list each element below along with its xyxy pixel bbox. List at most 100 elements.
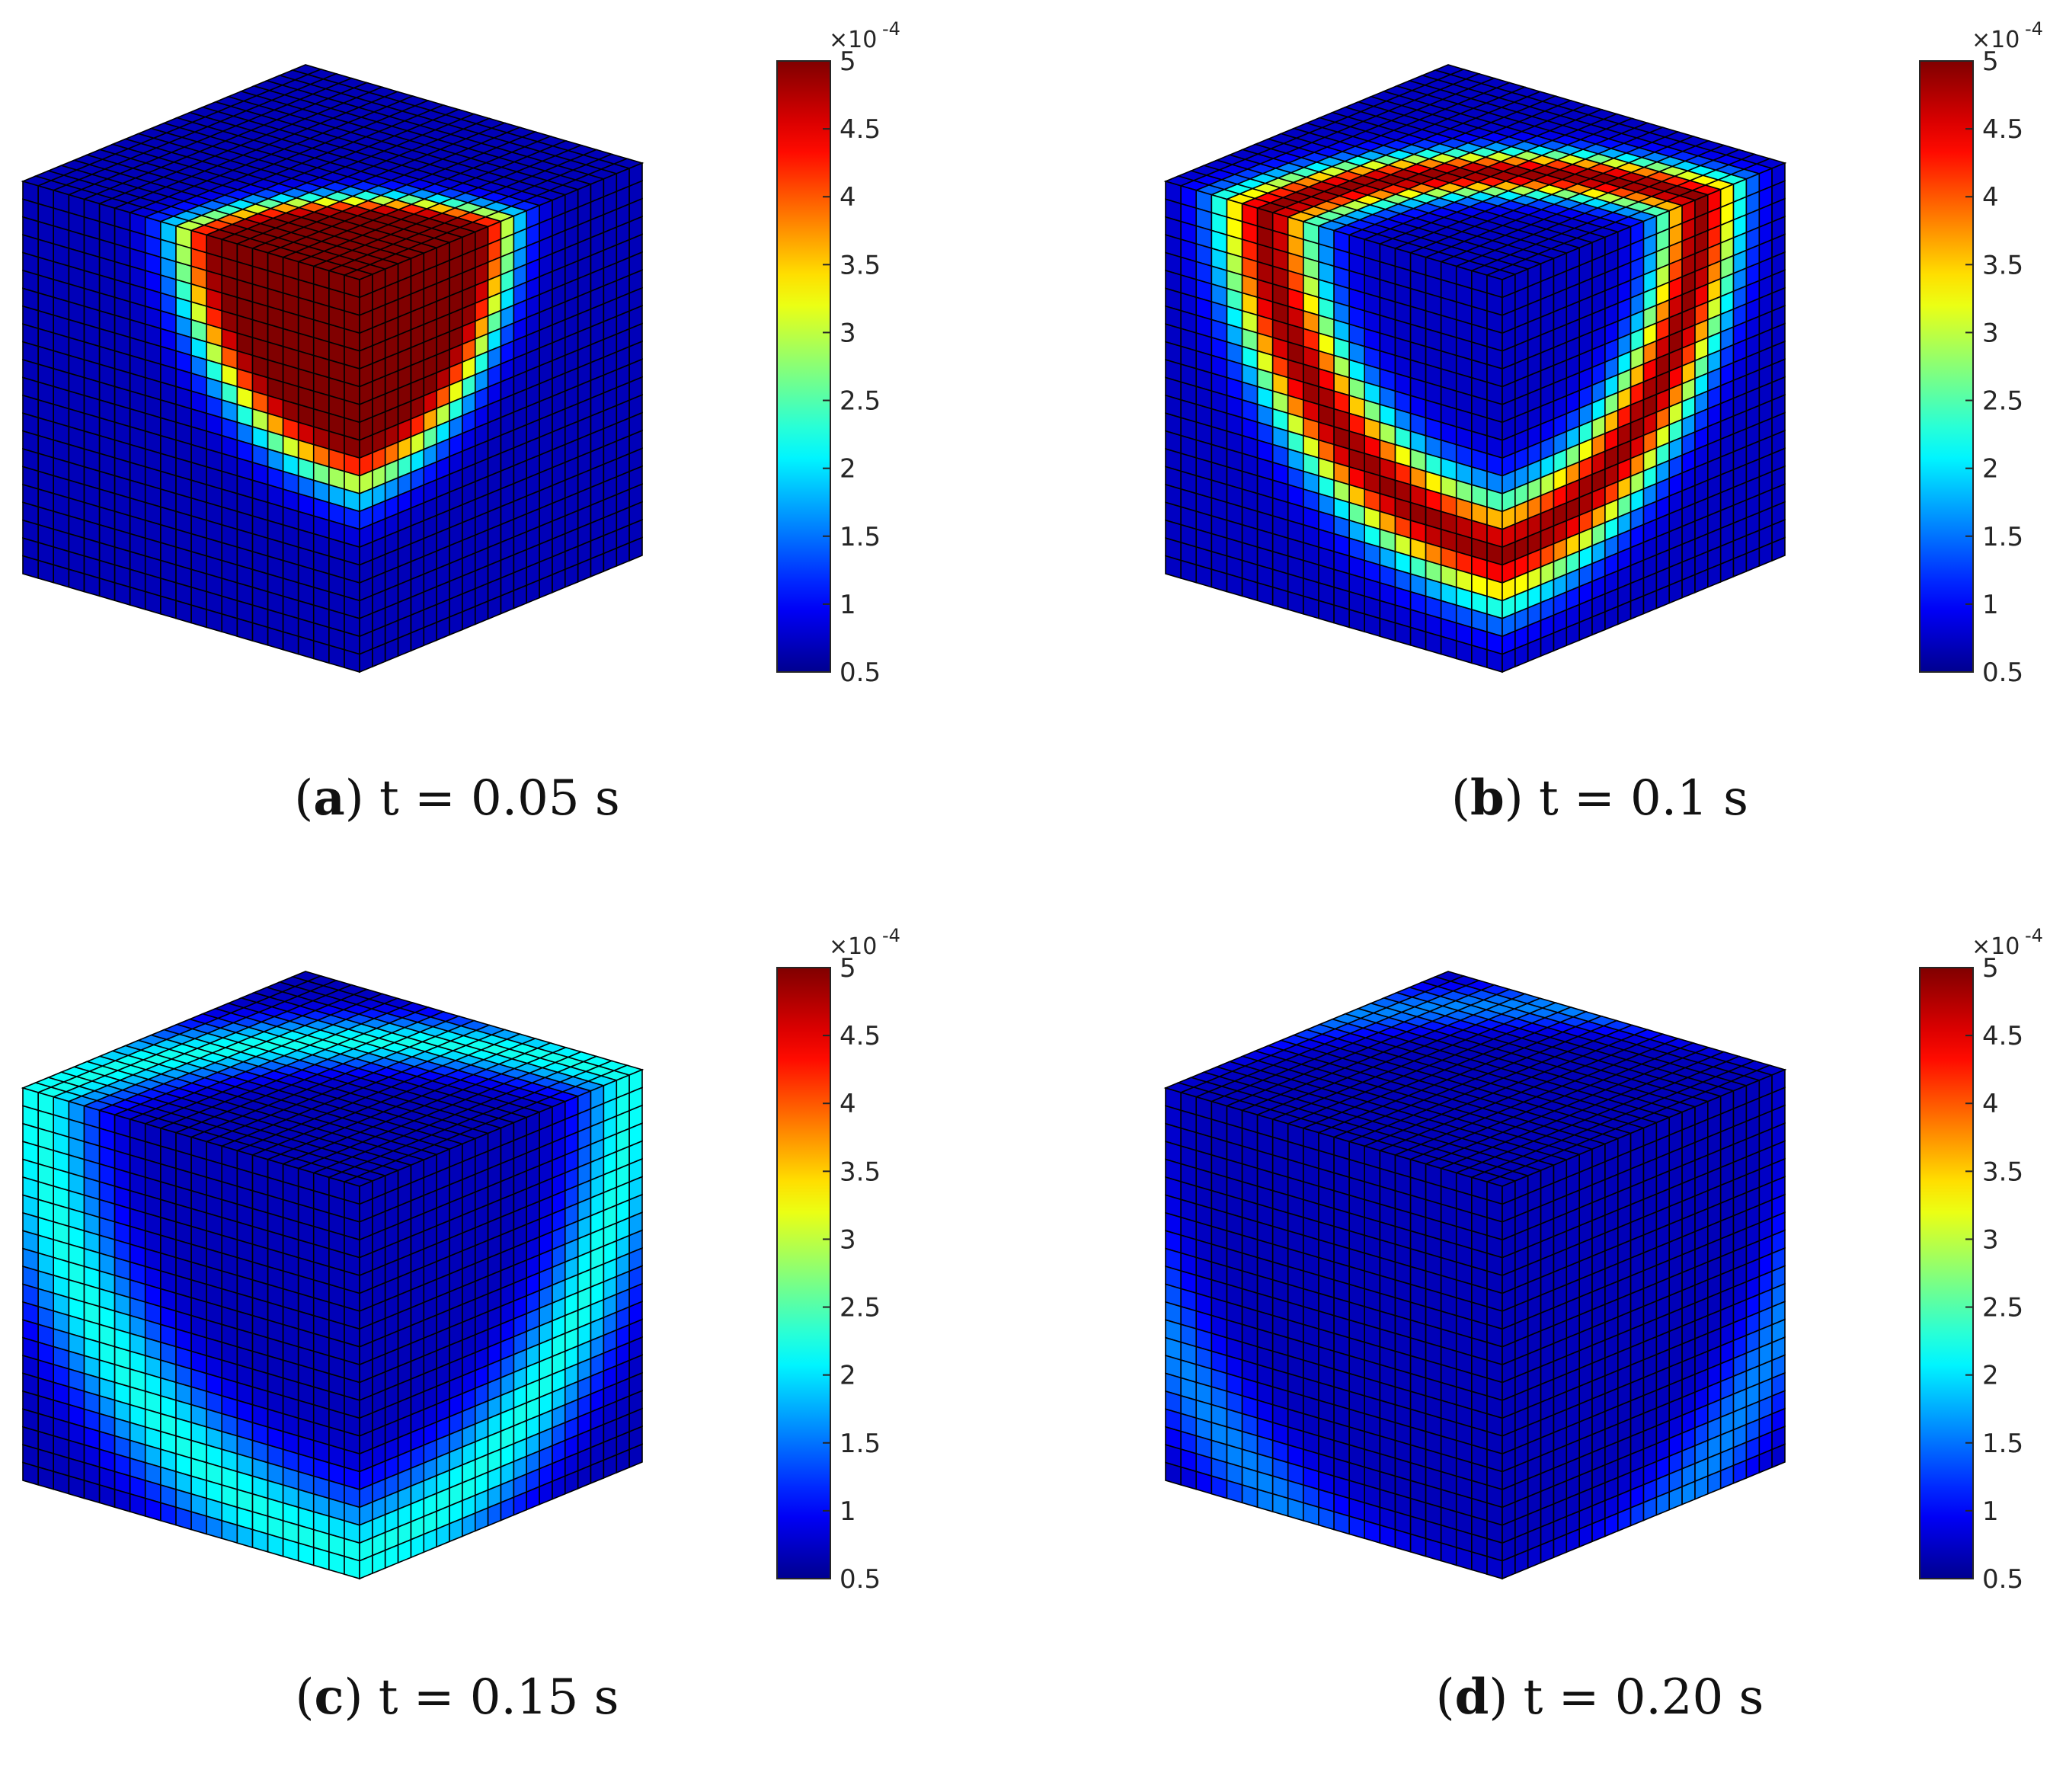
colorbar-tick-label: 0.5 bbox=[840, 1564, 881, 1595]
mesh-cell bbox=[1288, 592, 1303, 614]
caption-letter-b: b bbox=[1470, 770, 1505, 827]
mesh-cell bbox=[222, 614, 237, 636]
mesh-cell bbox=[161, 596, 176, 618]
caption-a: (a) t = 0.05 s bbox=[0, 770, 914, 827]
mesh-cell bbox=[1457, 641, 1472, 663]
mesh-cell bbox=[283, 1538, 299, 1560]
mesh-cell bbox=[1166, 556, 1181, 578]
mesh-cell bbox=[1487, 1557, 1502, 1579]
mesh-cell bbox=[1334, 605, 1349, 627]
mesh-cell bbox=[1380, 619, 1395, 641]
mesh-cell bbox=[329, 645, 344, 667]
caption-letter-c: c bbox=[314, 1669, 344, 1726]
mesh-cell bbox=[252, 623, 267, 645]
mesh-cell bbox=[115, 583, 130, 605]
cube-plot-b: 0.511.522.533.544.55×10-4 bbox=[1143, 0, 2066, 762]
colorbar-tick-label: 4 bbox=[840, 1089, 856, 1119]
caption-c: (c) t = 0.15 s bbox=[0, 1669, 914, 1726]
caption-text-c: t = 0.15 s bbox=[379, 1669, 619, 1726]
colorbar-exponent: -4 bbox=[2025, 18, 2043, 40]
mesh-cell bbox=[23, 556, 38, 578]
mesh-cell bbox=[84, 574, 99, 596]
mesh-cell bbox=[38, 561, 53, 583]
colorbar bbox=[1920, 61, 1973, 672]
colorbar-tick-label: 1.5 bbox=[840, 1429, 881, 1459]
colorbar-tick-label: 2 bbox=[840, 454, 856, 485]
colorbar-tick-label: 0.5 bbox=[1982, 658, 2023, 688]
colorbar-multiplier: ×10 bbox=[829, 933, 877, 960]
caption-text-a: t = 0.05 s bbox=[379, 770, 620, 827]
cube-plot-c: 0.511.522.533.544.55×10-4 bbox=[0, 907, 1033, 1669]
mesh-cell bbox=[1472, 645, 1487, 667]
mesh-cell bbox=[268, 1534, 283, 1556]
colorbar-tick-label: 3 bbox=[840, 1224, 856, 1255]
mesh-cell bbox=[130, 1494, 146, 1516]
mesh-cell bbox=[100, 1485, 115, 1507]
mesh-cell bbox=[1441, 636, 1457, 658]
mesh-cell bbox=[1303, 596, 1319, 618]
caption-letter-a: a bbox=[313, 770, 344, 827]
mesh-cell bbox=[237, 619, 252, 641]
mesh-cell bbox=[23, 1463, 38, 1485]
colorbar-tick-label: 2.5 bbox=[840, 386, 881, 417]
cube-plot-a: 0.511.522.533.544.55×10-4 bbox=[0, 0, 1033, 762]
mesh-cell bbox=[314, 641, 329, 663]
colorbar-tick-label: 4.5 bbox=[840, 114, 881, 145]
colorbar-tick-label: 3 bbox=[840, 318, 856, 348]
mesh-cell bbox=[1457, 1547, 1472, 1570]
colorbar-tick-label: 2.5 bbox=[1982, 386, 2023, 417]
colorbar-tick-label: 4.5 bbox=[1982, 114, 2023, 145]
cube-plot-d: 0.511.522.533.544.55×10-4 bbox=[1143, 907, 2066, 1669]
mesh-cell bbox=[191, 605, 206, 627]
mesh-cell bbox=[1364, 614, 1380, 636]
mesh-cell bbox=[299, 1543, 314, 1565]
colorbar-exponent: -4 bbox=[882, 18, 900, 40]
mesh-cell bbox=[161, 1502, 176, 1525]
mesh-cell bbox=[1211, 569, 1226, 591]
mesh-cell bbox=[299, 636, 314, 658]
mesh-cell bbox=[283, 632, 299, 654]
colorbar-tick-label: 4 bbox=[840, 182, 856, 213]
mesh-cell bbox=[115, 1490, 130, 1512]
mesh-cell bbox=[1273, 587, 1288, 610]
mesh-cell bbox=[1242, 578, 1258, 600]
mesh-cell bbox=[53, 565, 69, 587]
mesh-cell bbox=[1349, 610, 1364, 632]
mesh-cell bbox=[1426, 632, 1441, 654]
mesh-cell bbox=[252, 1530, 267, 1552]
mesh-cell bbox=[314, 1547, 329, 1570]
mesh-cell bbox=[344, 1557, 360, 1579]
mesh-cell bbox=[1472, 1552, 1487, 1574]
mesh-cell bbox=[344, 650, 360, 672]
colorbar-tick-label: 1 bbox=[840, 1496, 856, 1527]
caption-b: (b) t = 0.1 s bbox=[1143, 770, 2057, 827]
mesh-cell bbox=[268, 627, 283, 649]
mesh-cell bbox=[146, 592, 161, 614]
mesh-cell bbox=[1487, 650, 1502, 672]
colorbar bbox=[777, 968, 830, 1579]
mesh-cell bbox=[38, 1467, 53, 1490]
mesh-cell bbox=[1258, 583, 1273, 605]
mesh-cell bbox=[222, 1521, 237, 1543]
mesh-cell bbox=[1411, 627, 1426, 649]
mesh-cell bbox=[146, 1499, 161, 1521]
colorbar bbox=[777, 61, 830, 672]
mesh-cell bbox=[237, 1525, 252, 1547]
mesh-cell bbox=[69, 569, 84, 591]
colorbar-exponent: -4 bbox=[882, 925, 900, 946]
mesh-cell bbox=[191, 1512, 206, 1534]
mesh-cell bbox=[329, 1552, 344, 1574]
mesh-cell bbox=[69, 1476, 84, 1498]
colorbar-tick-label: 3 bbox=[1982, 318, 1999, 348]
mesh-cell bbox=[176, 600, 191, 622]
colorbar-tick-label: 3.5 bbox=[1982, 250, 2023, 280]
mesh-cell bbox=[176, 1507, 191, 1529]
mesh-cell bbox=[206, 1516, 222, 1538]
mesh-cell bbox=[1226, 574, 1242, 596]
mesh-cell bbox=[1319, 600, 1334, 622]
colorbar-tick-label: 4 bbox=[1982, 182, 1999, 213]
